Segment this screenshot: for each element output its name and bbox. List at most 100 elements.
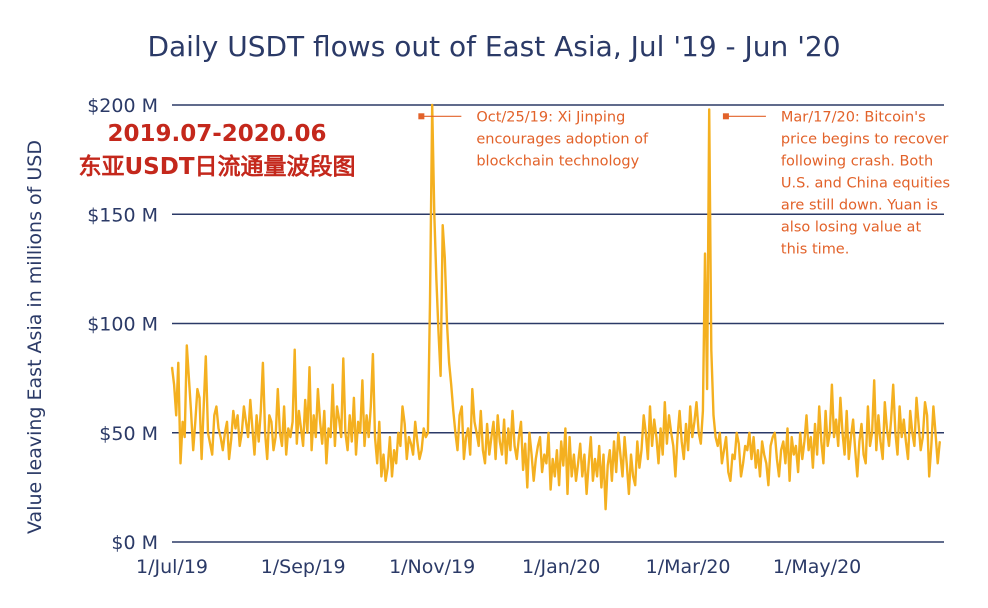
data-point xyxy=(645,432,647,434)
data-point xyxy=(435,279,437,281)
data-point xyxy=(389,436,391,438)
data-point xyxy=(171,366,173,368)
data-point xyxy=(795,445,797,447)
data-point xyxy=(926,414,928,416)
annotation-text: encourages adoption of xyxy=(476,131,649,147)
data-point xyxy=(260,410,262,412)
data-point xyxy=(560,440,562,443)
data-point xyxy=(184,436,186,438)
data-point xyxy=(717,445,719,447)
data-point xyxy=(253,454,256,456)
y-tick-label: $100 M xyxy=(87,314,158,336)
data-point xyxy=(829,432,831,434)
annotation-text: Mar/17/20: Bitcoin's xyxy=(781,109,926,125)
data-point xyxy=(920,449,922,451)
data-point xyxy=(918,423,920,425)
data-point xyxy=(797,471,799,473)
data-point xyxy=(334,445,336,447)
data-point xyxy=(522,469,524,471)
data-point xyxy=(234,427,237,429)
series-line xyxy=(170,103,941,511)
data-point xyxy=(772,436,774,438)
data-point xyxy=(784,462,787,464)
data-point xyxy=(547,432,550,434)
data-point xyxy=(497,414,499,416)
data-point xyxy=(480,410,482,412)
data-point xyxy=(888,445,890,447)
data-point xyxy=(433,213,435,215)
data-point xyxy=(882,458,884,460)
data-point xyxy=(463,458,465,460)
data-point xyxy=(886,427,888,429)
data-point xyxy=(799,432,801,434)
data-point xyxy=(846,410,848,412)
data-point xyxy=(710,349,712,351)
data-point xyxy=(387,467,389,469)
data-point xyxy=(780,449,782,451)
data-point xyxy=(666,443,668,445)
data-point xyxy=(626,462,628,464)
data-series xyxy=(170,103,941,511)
data-point xyxy=(270,421,272,423)
annotation-text: following crash. Both xyxy=(781,153,933,169)
data-point xyxy=(484,462,486,464)
y-tick-label: $150 M xyxy=(87,204,158,226)
data-point xyxy=(285,454,287,456)
data-point xyxy=(408,436,410,438)
data-point xyxy=(609,449,611,451)
data-point xyxy=(763,454,765,456)
data-point xyxy=(296,443,298,445)
data-point xyxy=(879,440,882,443)
data-point xyxy=(492,421,495,423)
annotation-marker xyxy=(722,113,729,120)
data-point xyxy=(344,432,346,434)
data-point xyxy=(406,458,408,460)
data-point xyxy=(700,443,702,445)
data-point xyxy=(734,458,736,460)
data-point xyxy=(467,427,469,429)
data-point xyxy=(393,449,395,451)
data-point xyxy=(738,443,740,445)
data-point xyxy=(361,379,363,381)
data-point xyxy=(332,384,334,386)
data-point xyxy=(243,405,245,408)
data-point xyxy=(706,388,708,390)
data-point xyxy=(702,410,704,412)
data-point xyxy=(372,353,374,355)
data-point xyxy=(569,436,571,438)
data-point xyxy=(793,454,795,456)
data-point xyxy=(683,458,685,460)
data-point xyxy=(194,421,196,423)
data-point xyxy=(662,454,664,456)
data-point xyxy=(554,475,556,477)
data-point xyxy=(932,405,935,408)
data-point xyxy=(507,427,509,429)
data-point xyxy=(220,436,222,438)
data-point xyxy=(541,471,543,473)
data-point xyxy=(786,427,789,429)
data-point xyxy=(672,445,674,447)
data-point xyxy=(539,436,541,438)
data-point xyxy=(619,454,622,456)
data-point xyxy=(501,454,503,456)
data-point xyxy=(177,362,179,364)
data-point xyxy=(241,432,243,434)
data-point xyxy=(357,421,359,423)
data-point xyxy=(727,471,729,473)
data-point xyxy=(892,384,894,386)
data-point xyxy=(440,375,442,377)
data-point xyxy=(852,419,854,421)
x-tick-label: 1/Mar/20 xyxy=(646,556,731,578)
data-point xyxy=(903,419,905,421)
data-point xyxy=(869,445,871,447)
data-point xyxy=(537,445,539,447)
data-point xyxy=(192,449,194,451)
data-point xyxy=(698,432,700,434)
data-point xyxy=(704,253,706,255)
y-axis-label: Value leaving East Asia in millions of U… xyxy=(24,140,46,534)
data-point xyxy=(311,449,313,451)
data-point xyxy=(721,462,723,464)
data-point xyxy=(315,436,317,438)
data-point xyxy=(818,405,820,408)
